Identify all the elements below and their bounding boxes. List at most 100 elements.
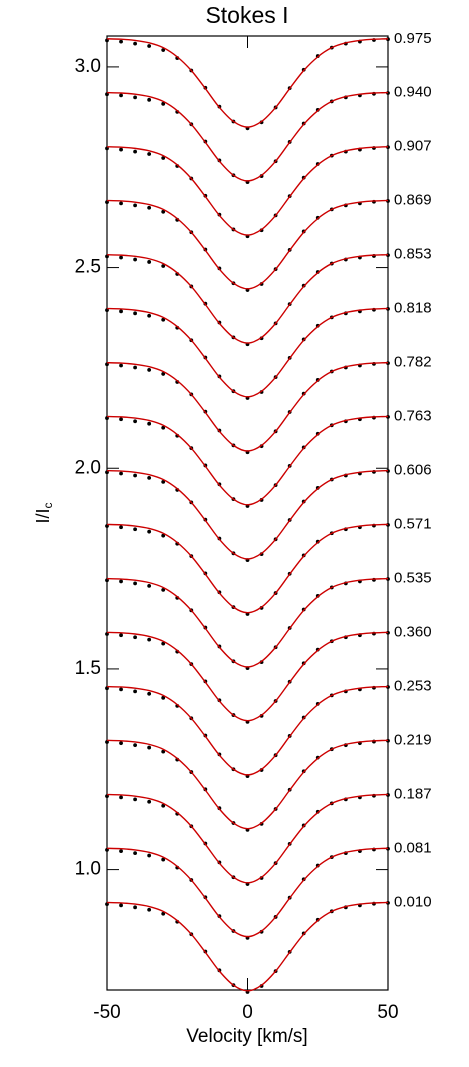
observed-point — [147, 853, 152, 858]
model-line — [106, 739, 389, 830]
phase-label: 0.869 — [394, 192, 432, 209]
observed-point — [147, 583, 152, 588]
phase-label: 0.975 — [394, 30, 432, 47]
observed-point — [161, 425, 166, 430]
x-axis-label: Velocity [km/s] — [186, 1026, 307, 1047]
observed-point — [147, 313, 152, 318]
y-tick-label: 2.5 — [75, 257, 101, 278]
model-line — [106, 91, 389, 182]
observed-point — [161, 533, 166, 538]
observed-point — [161, 803, 166, 808]
observed-point — [147, 260, 152, 264]
phase-label: 0.606 — [394, 462, 432, 479]
model-line — [106, 523, 389, 614]
phase-label: 0.853 — [394, 246, 432, 263]
observed-point — [133, 203, 138, 208]
phase-label: 0.763 — [394, 407, 432, 424]
y-label-subscript: c — [41, 502, 55, 508]
observed-point — [119, 255, 123, 260]
observed-point — [119, 147, 123, 152]
phase-label: 0.187 — [394, 786, 432, 803]
observed-point — [161, 857, 166, 862]
observed-point — [161, 264, 166, 268]
observed-point — [133, 95, 138, 100]
observed-point — [119, 39, 123, 44]
observed-point — [133, 797, 138, 802]
model-line — [106, 361, 389, 452]
phase-label: 0.818 — [394, 299, 432, 316]
observed-point — [161, 911, 166, 916]
observed-point — [119, 633, 123, 638]
observed-point — [119, 579, 123, 584]
chart-title: Stokes I — [205, 2, 288, 28]
observed-point — [161, 48, 166, 52]
observed-point — [119, 201, 123, 206]
observed-point — [147, 799, 152, 804]
observed-point — [133, 257, 138, 262]
y-axis-label: I/Ic — [33, 502, 55, 523]
observed-point — [147, 907, 152, 912]
x-tick-label: -50 — [93, 1002, 120, 1023]
model-line — [106, 146, 389, 236]
observed-point — [133, 527, 138, 532]
observed-point — [161, 587, 166, 592]
observed-point — [133, 743, 138, 748]
observed-point — [133, 635, 138, 640]
observed-point — [119, 309, 123, 314]
model-line — [106, 38, 389, 128]
phase-label: 0.571 — [394, 515, 432, 532]
observed-point — [119, 93, 123, 98]
observed-point — [133, 905, 138, 910]
observed-point — [161, 479, 166, 484]
model-line — [106, 469, 389, 560]
observed-point — [119, 525, 123, 530]
observed-point — [147, 44, 152, 48]
model-line — [106, 577, 389, 668]
observed-point — [119, 363, 123, 368]
observed-point — [119, 471, 123, 476]
observed-point — [147, 152, 152, 156]
y-tick-label: 1.0 — [75, 859, 101, 880]
observed-point — [161, 749, 166, 754]
observed-point — [119, 687, 123, 692]
model-line — [106, 793, 389, 884]
observed-point — [147, 421, 152, 426]
model-line — [106, 199, 389, 290]
phase-label: 0.081 — [394, 839, 432, 856]
phase-label: 0.535 — [394, 570, 432, 587]
observed-point — [119, 903, 123, 908]
x-tick-label: 0 — [242, 1002, 253, 1023]
observed-point — [133, 689, 138, 694]
observed-point — [161, 317, 166, 322]
x-tick-label: 50 — [377, 1002, 398, 1023]
model-line — [106, 415, 389, 506]
observed-point — [147, 745, 152, 750]
phase-label: 0.782 — [394, 354, 432, 371]
observed-point — [119, 795, 123, 800]
observed-point — [161, 641, 166, 646]
observed-point — [119, 417, 123, 422]
observed-point — [161, 101, 166, 106]
observed-point — [161, 372, 166, 376]
y-tick-label: 1.5 — [75, 658, 101, 679]
y-tick-label: 2.0 — [75, 457, 101, 478]
observed-point — [133, 365, 138, 370]
model-line — [106, 631, 389, 722]
observed-point — [119, 741, 123, 746]
observed-point — [147, 475, 152, 480]
observed-point — [119, 849, 123, 854]
phase-label: 0.010 — [394, 893, 432, 910]
plot-frame — [106, 35, 389, 991]
observed-point — [133, 419, 138, 424]
model-line — [106, 847, 389, 938]
observed-point — [147, 529, 152, 534]
observed-point — [133, 473, 138, 478]
y-label-main: I/I — [33, 508, 53, 523]
phase-label: 0.253 — [394, 678, 432, 695]
observed-point — [147, 368, 152, 372]
phase-label: 0.219 — [394, 731, 432, 748]
observed-point — [133, 851, 138, 856]
phase-label: 0.940 — [394, 84, 432, 101]
